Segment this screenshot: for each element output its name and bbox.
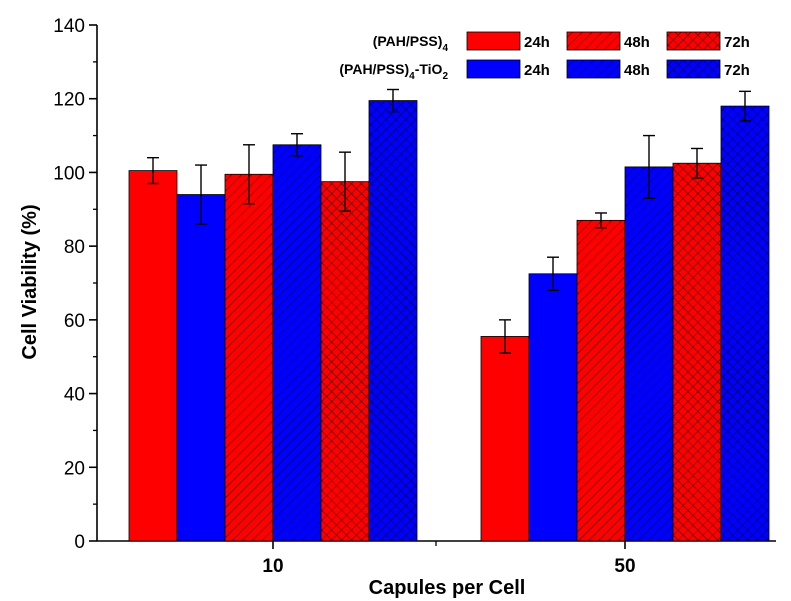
bar [480,336,530,542]
legend-label: 48h [624,62,650,79]
x-tick-label: 10 [262,556,283,577]
bar [320,181,370,542]
y-tick-label: 80 [64,237,85,258]
y-tick-label: 20 [64,458,85,479]
legend-group-label: (PAH/PSS)4-TiO2 [339,61,448,82]
legend-label: 24h [524,62,550,79]
bar [624,166,674,542]
bar [272,144,322,542]
x-axis: 10 50 [262,541,636,577]
y-axis: 0 20 40 60 80 100 120 140 [53,16,97,553]
legend: (PAH/PSS)4 (PAH/PSS)4-TiO2 24h 24h 48h 48h 72h… [339,31,750,82]
y-tick-label: 40 [64,385,85,406]
y-tick-label: 140 [53,16,85,37]
bar-layer [128,100,770,542]
bar [576,219,626,542]
legend-group-label: (PAH/PSS)4 [373,33,449,54]
bar [720,105,770,542]
x-axis-title: Capules per Cell [369,577,526,599]
bar [368,100,418,542]
y-tick-label: 0 [74,532,85,553]
legend-swatch [666,31,721,51]
bar [128,170,178,542]
bar [672,162,722,542]
bar [224,173,274,542]
legend-label: 48h [624,34,650,51]
legend-label: 72h [724,62,750,79]
y-tick-label: 60 [64,311,85,332]
y-tick-label: 120 [53,90,85,111]
x-tick-label: 50 [614,556,635,577]
bar [176,194,226,542]
error-bar-layer [147,88,751,354]
bar [528,273,578,542]
legend-swatch [466,31,521,51]
legend-label: 24h [524,34,550,51]
legend-swatch [566,59,621,79]
legend-swatch [566,31,621,51]
legend-label: 72h [724,34,750,51]
legend-swatch [666,59,721,79]
y-tick-label: 100 [53,163,85,184]
legend-swatch [466,59,521,79]
y-axis-title: Cell Viability (%) [19,204,41,359]
